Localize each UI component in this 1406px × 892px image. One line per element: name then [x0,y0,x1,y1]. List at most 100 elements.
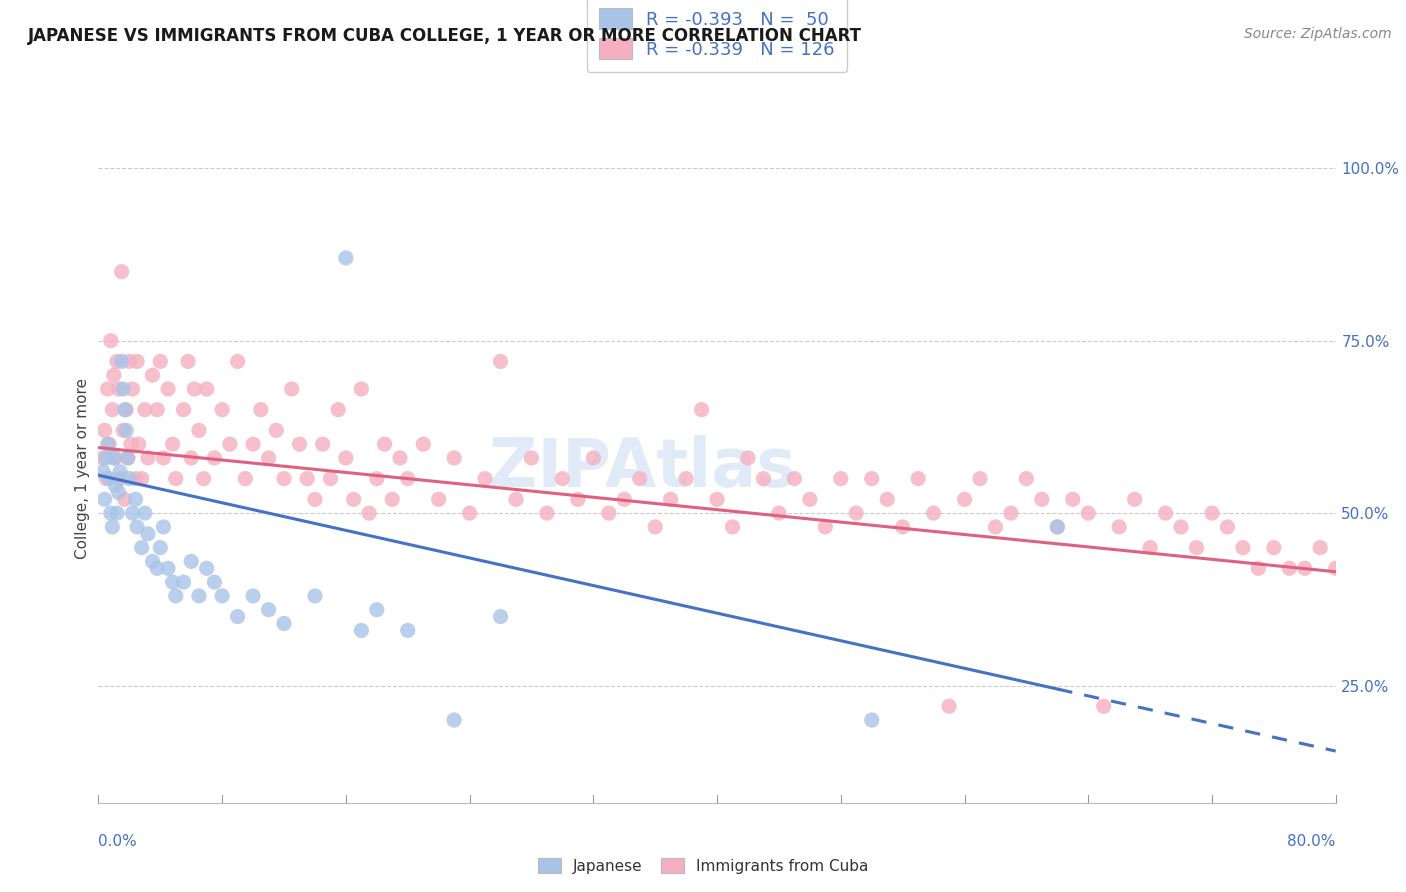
Point [860,713,883,727]
Point [162,575,184,590]
Text: 80.0%: 80.0% [1288,834,1336,849]
Point [146,561,169,575]
Point [177,354,200,368]
Point [350,382,373,396]
Point [1278,561,1301,575]
Point [219,437,242,451]
Point [1170,520,1192,534]
Point [127,520,149,534]
Point [628,472,651,486]
Point [1232,541,1254,555]
Point [659,492,682,507]
Point [180,554,202,568]
Point [273,616,295,631]
Y-axis label: College, 1 year or more: College, 1 year or more [75,378,90,558]
Point [675,472,697,486]
Point [165,589,187,603]
Point [721,520,744,534]
Point [111,354,134,368]
Point [350,624,373,638]
Point [120,437,142,451]
Point [752,472,775,486]
Point [1015,472,1038,486]
Point [922,506,945,520]
Point [706,492,728,507]
Point [1123,492,1146,507]
Point [111,265,134,279]
Text: 0.0%: 0.0% [98,834,138,849]
Point [121,506,143,520]
Point [97,382,120,396]
Point [335,450,357,465]
Point [598,506,620,520]
Point [1000,506,1022,520]
Point [427,492,450,507]
Point [136,450,159,465]
Point [134,506,156,520]
Point [551,472,574,486]
Point [204,450,226,465]
Point [211,589,233,603]
Point [131,472,153,486]
Point [118,354,141,368]
Point [953,492,976,507]
Point [96,472,118,486]
Point [100,334,122,348]
Point [768,506,790,520]
Point [124,492,146,507]
Point [304,589,326,603]
Point [1294,561,1316,575]
Point [396,472,419,486]
Point [105,506,128,520]
Point [104,478,127,492]
Point [1185,541,1208,555]
Point [114,492,136,507]
Point [188,589,211,603]
Point [273,472,295,486]
Point [121,382,143,396]
Point [108,472,131,486]
Point [799,492,821,507]
Point [257,450,280,465]
Point [489,609,512,624]
Point [1062,492,1084,507]
Point [193,472,215,486]
Point [891,520,914,534]
Point [458,506,481,520]
Point [984,520,1007,534]
Point [938,699,960,714]
Legend: R = -0.393   N =  50, R = -0.339   N = 126: R = -0.393 N = 50, R = -0.339 N = 126 [586,0,848,71]
Point [101,402,124,417]
Point [266,423,288,437]
Point [1046,520,1069,534]
Point [1154,506,1177,520]
Point [1031,492,1053,507]
Point [103,450,125,465]
Point [149,541,172,555]
Point [969,472,991,486]
Point [91,450,114,465]
Point [146,402,169,417]
Point [173,402,195,417]
Point [343,492,366,507]
Point [288,437,311,451]
Point [124,472,146,486]
Point [98,472,121,486]
Point [1247,561,1270,575]
Point [204,575,226,590]
Point [690,402,713,417]
Point [195,561,218,575]
Point [582,450,605,465]
Point [195,382,218,396]
Point [1309,541,1331,555]
Point [115,423,138,437]
Point [103,368,125,383]
Point [136,526,159,541]
Point [152,450,174,465]
Point [297,472,319,486]
Point [783,472,806,486]
Point [366,603,388,617]
Point [183,382,205,396]
Point [1139,541,1161,555]
Point [281,382,304,396]
